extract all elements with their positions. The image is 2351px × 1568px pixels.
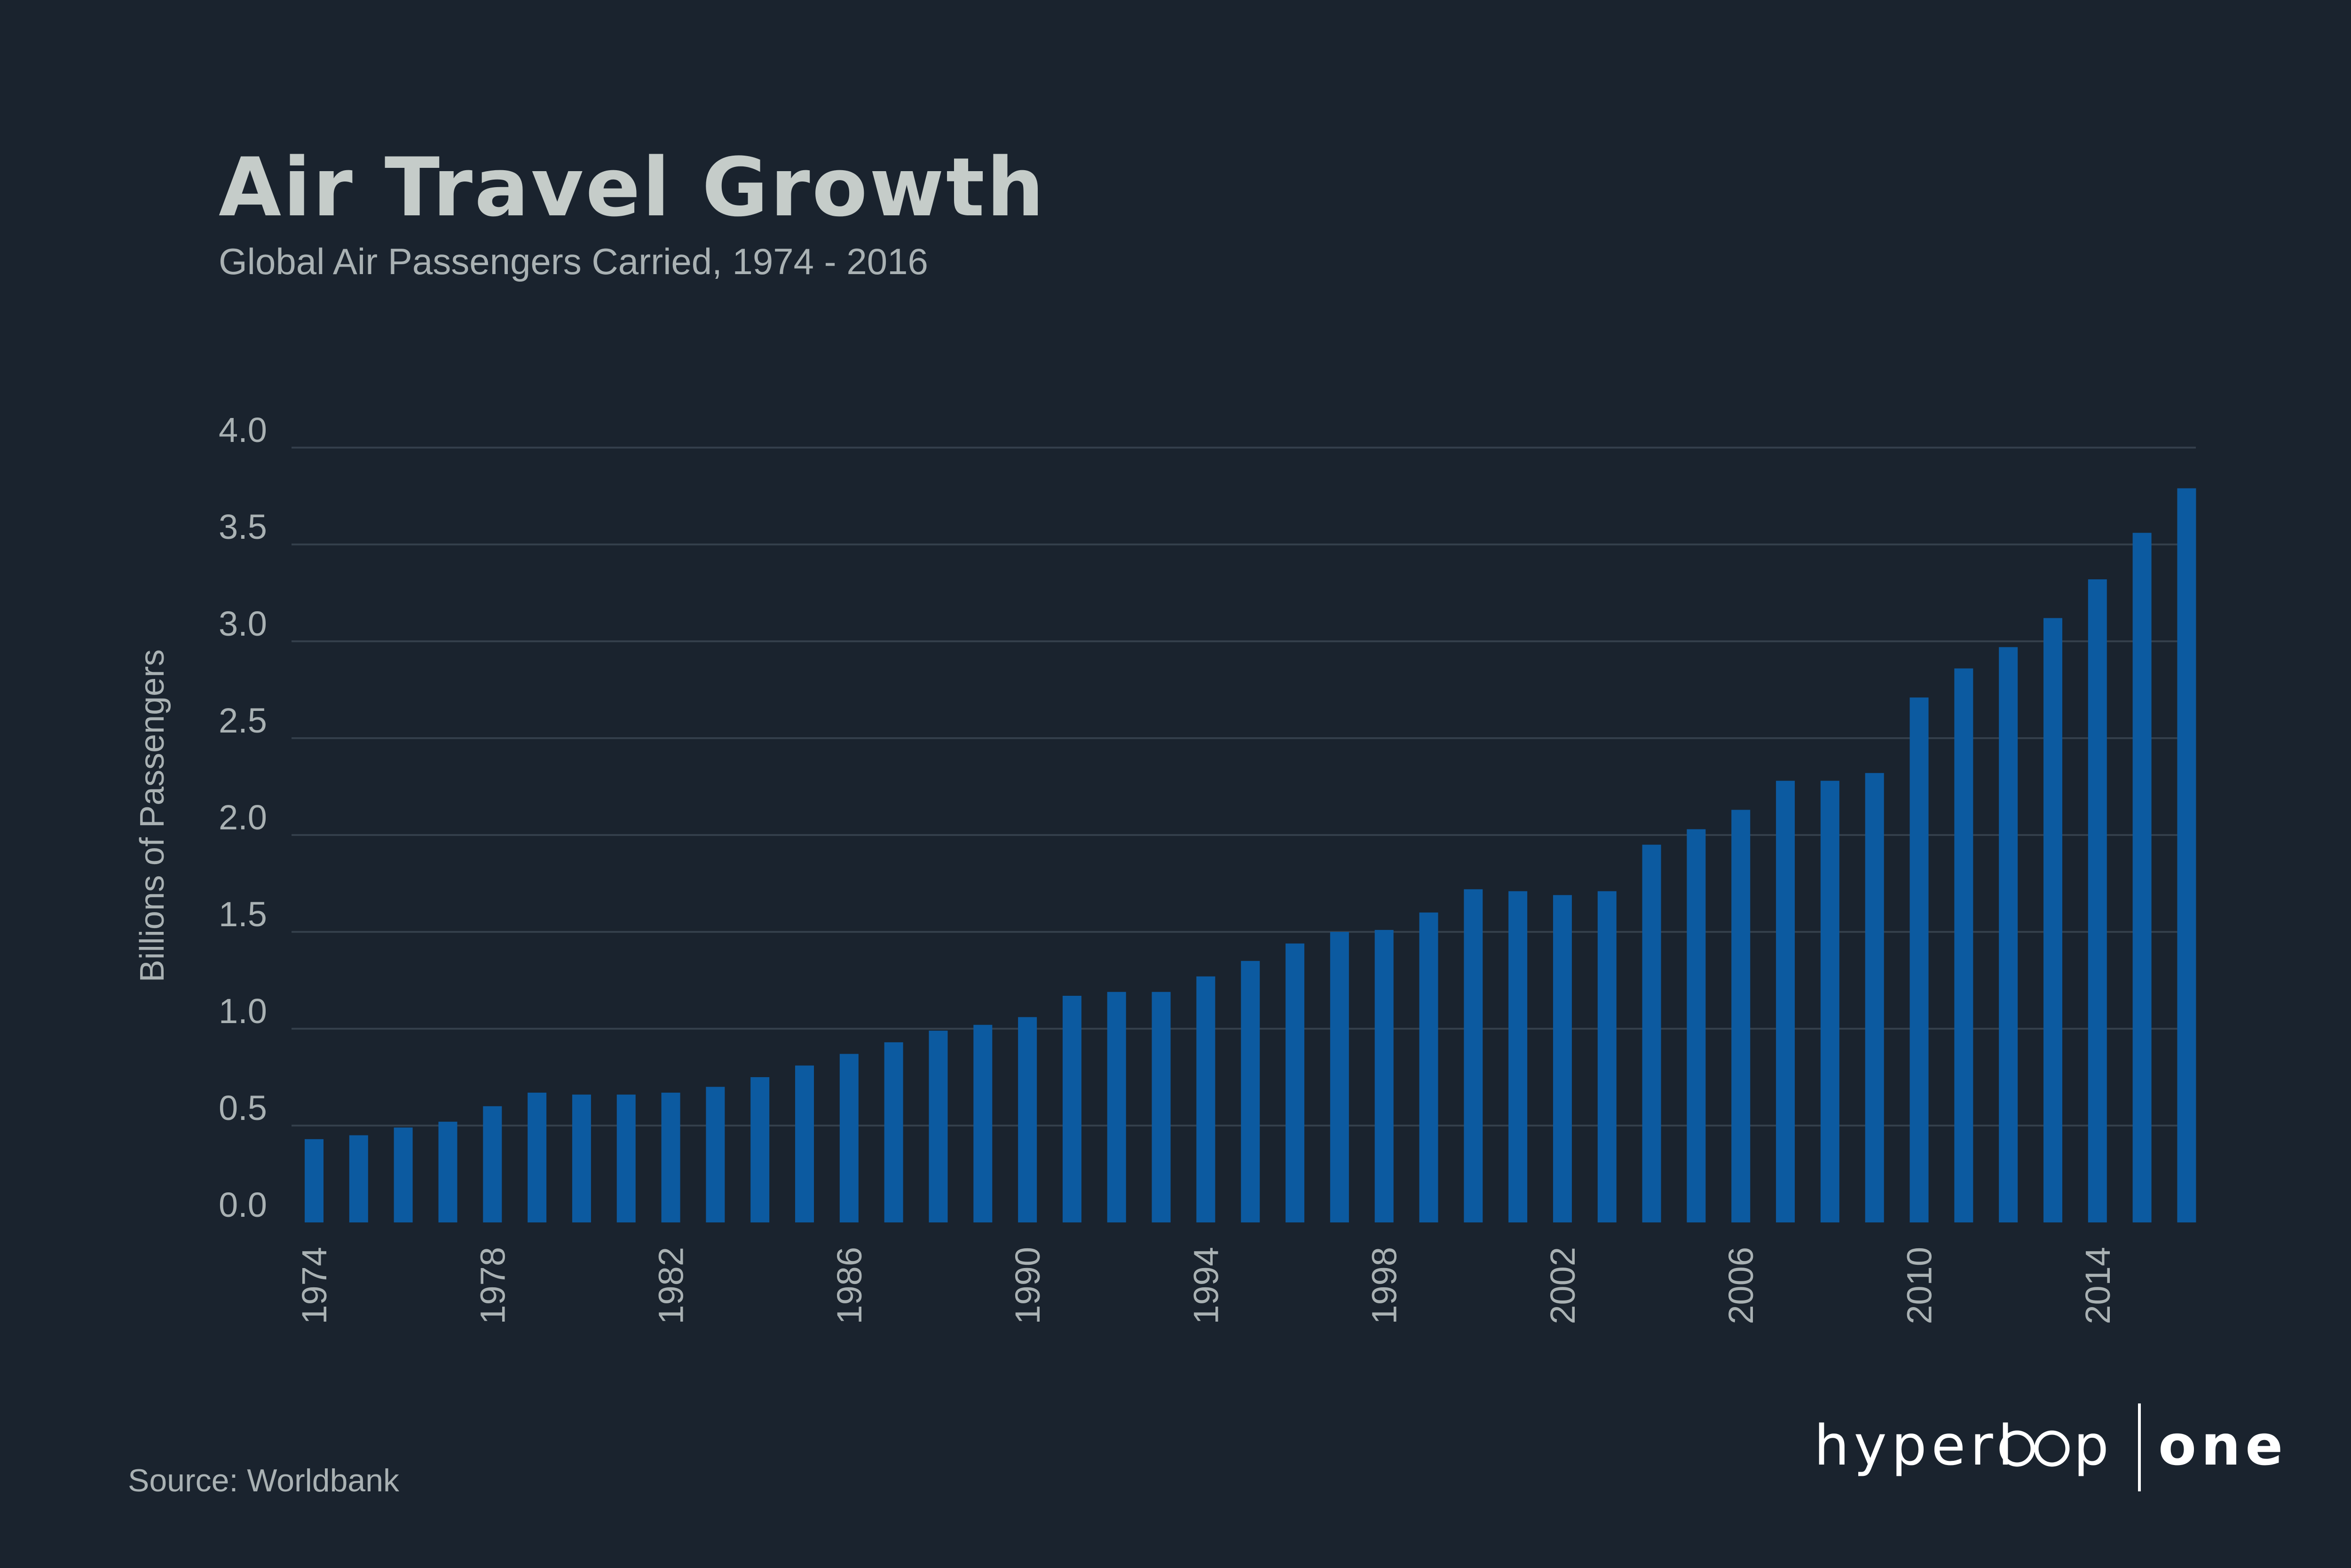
hyperloop-one-logo: hyperl p one — [1814, 1403, 2288, 1491]
bar-1992 — [1107, 992, 1126, 1222]
bar-1996 — [1286, 943, 1305, 1222]
bar-2009 — [1865, 773, 1884, 1222]
loop-icon — [1999, 1430, 2070, 1467]
bar-1984 — [750, 1077, 770, 1222]
bar-1975 — [349, 1135, 368, 1222]
bar-1985 — [795, 1065, 814, 1222]
bar-2013 — [2043, 618, 2062, 1222]
bar-1983 — [706, 1087, 725, 1222]
bar-1986 — [839, 1054, 859, 1222]
y-axis-label: Billions of Passengers — [134, 649, 171, 982]
bar-1977 — [438, 1121, 458, 1222]
bar-2015 — [2132, 533, 2152, 1222]
x-tick-label: 2002 — [1543, 1247, 1582, 1324]
logo-text-p: p — [2074, 1413, 2114, 1478]
bar-2003 — [1597, 891, 1617, 1222]
logo-text-one: one — [2158, 1413, 2288, 1478]
x-tick-label: 1994 — [1186, 1247, 1225, 1324]
bar-1980 — [572, 1095, 591, 1222]
y-axis-ticks: 0.0 0.5 1.0 1.5 2.0 2.5 3.0 3.5 4.0 — [219, 410, 267, 1224]
bar-1988 — [929, 1031, 948, 1222]
y-tick-label: 2.5 — [219, 701, 267, 740]
bar-1991 — [1062, 995, 1081, 1222]
x-tick-label: 2006 — [1721, 1247, 1760, 1324]
bar-2011 — [1954, 668, 1973, 1222]
bar-1995 — [1241, 961, 1260, 1222]
y-tick-label: 0.5 — [219, 1088, 267, 1127]
bar-2000 — [1464, 889, 1483, 1222]
bars — [305, 488, 2196, 1222]
y-tick-label: 4.0 — [219, 410, 267, 449]
bar-1987 — [884, 1042, 903, 1222]
bar-1982 — [661, 1092, 680, 1222]
x-tick-label: 1990 — [1008, 1247, 1047, 1324]
bar-2006 — [1731, 810, 1751, 1222]
bar-2004 — [1642, 844, 1661, 1222]
bar-1990 — [1018, 1017, 1037, 1222]
y-tick-label: 3.5 — [219, 507, 267, 546]
bar-2010 — [1909, 697, 1929, 1222]
bar-1978 — [483, 1106, 502, 1222]
y-tick-label: 1.5 — [219, 895, 267, 934]
y-tick-label: 0.0 — [219, 1185, 267, 1224]
grid-lines — [292, 447, 2196, 1127]
bar-1979 — [528, 1092, 547, 1222]
x-tick-label: 1974 — [295, 1247, 334, 1324]
chart-title: Air Travel Growth — [219, 140, 1046, 235]
bar-1997 — [1330, 932, 1349, 1222]
bar-2012 — [1999, 647, 2018, 1222]
bar-2001 — [1508, 891, 1528, 1222]
bar-1981 — [616, 1095, 636, 1222]
x-tick-label: 1998 — [1365, 1247, 1404, 1324]
bar-2016 — [2177, 488, 2196, 1222]
bar-2014 — [2088, 579, 2107, 1222]
bar-2002 — [1553, 895, 1572, 1222]
chart-subtitle: Global Air Passengers Carried, 1974 - 20… — [219, 241, 928, 282]
x-axis-ticks: 1974 1978 1982 1986 1990 1994 1998 2002 2006 2010… — [295, 1247, 2117, 1324]
x-tick-label: 2010 — [1900, 1247, 1939, 1324]
source-note: Source: Worldbank — [128, 1463, 400, 1498]
bar-1993 — [1152, 992, 1171, 1222]
bar-1974 — [305, 1139, 323, 1222]
y-tick-label: 2.0 — [219, 798, 267, 837]
bar-2008 — [1820, 780, 1839, 1222]
y-tick-label: 3.0 — [219, 604, 267, 643]
bar-2007 — [1776, 780, 1795, 1222]
bar-1976 — [394, 1127, 413, 1222]
x-tick-label: 1982 — [652, 1247, 691, 1324]
bar-1999 — [1419, 912, 1438, 1222]
bar-1989 — [973, 1024, 993, 1222]
bar-2005 — [1687, 829, 1706, 1222]
bar-1994 — [1196, 976, 1215, 1222]
x-tick-label: 1978 — [473, 1247, 512, 1324]
logo-text-hyperl: hyperl — [1814, 1413, 2018, 1478]
x-tick-label: 2014 — [2078, 1247, 2117, 1324]
bar-1998 — [1374, 930, 1394, 1222]
x-tick-label: 1986 — [830, 1247, 869, 1324]
y-tick-label: 1.0 — [219, 992, 267, 1031]
